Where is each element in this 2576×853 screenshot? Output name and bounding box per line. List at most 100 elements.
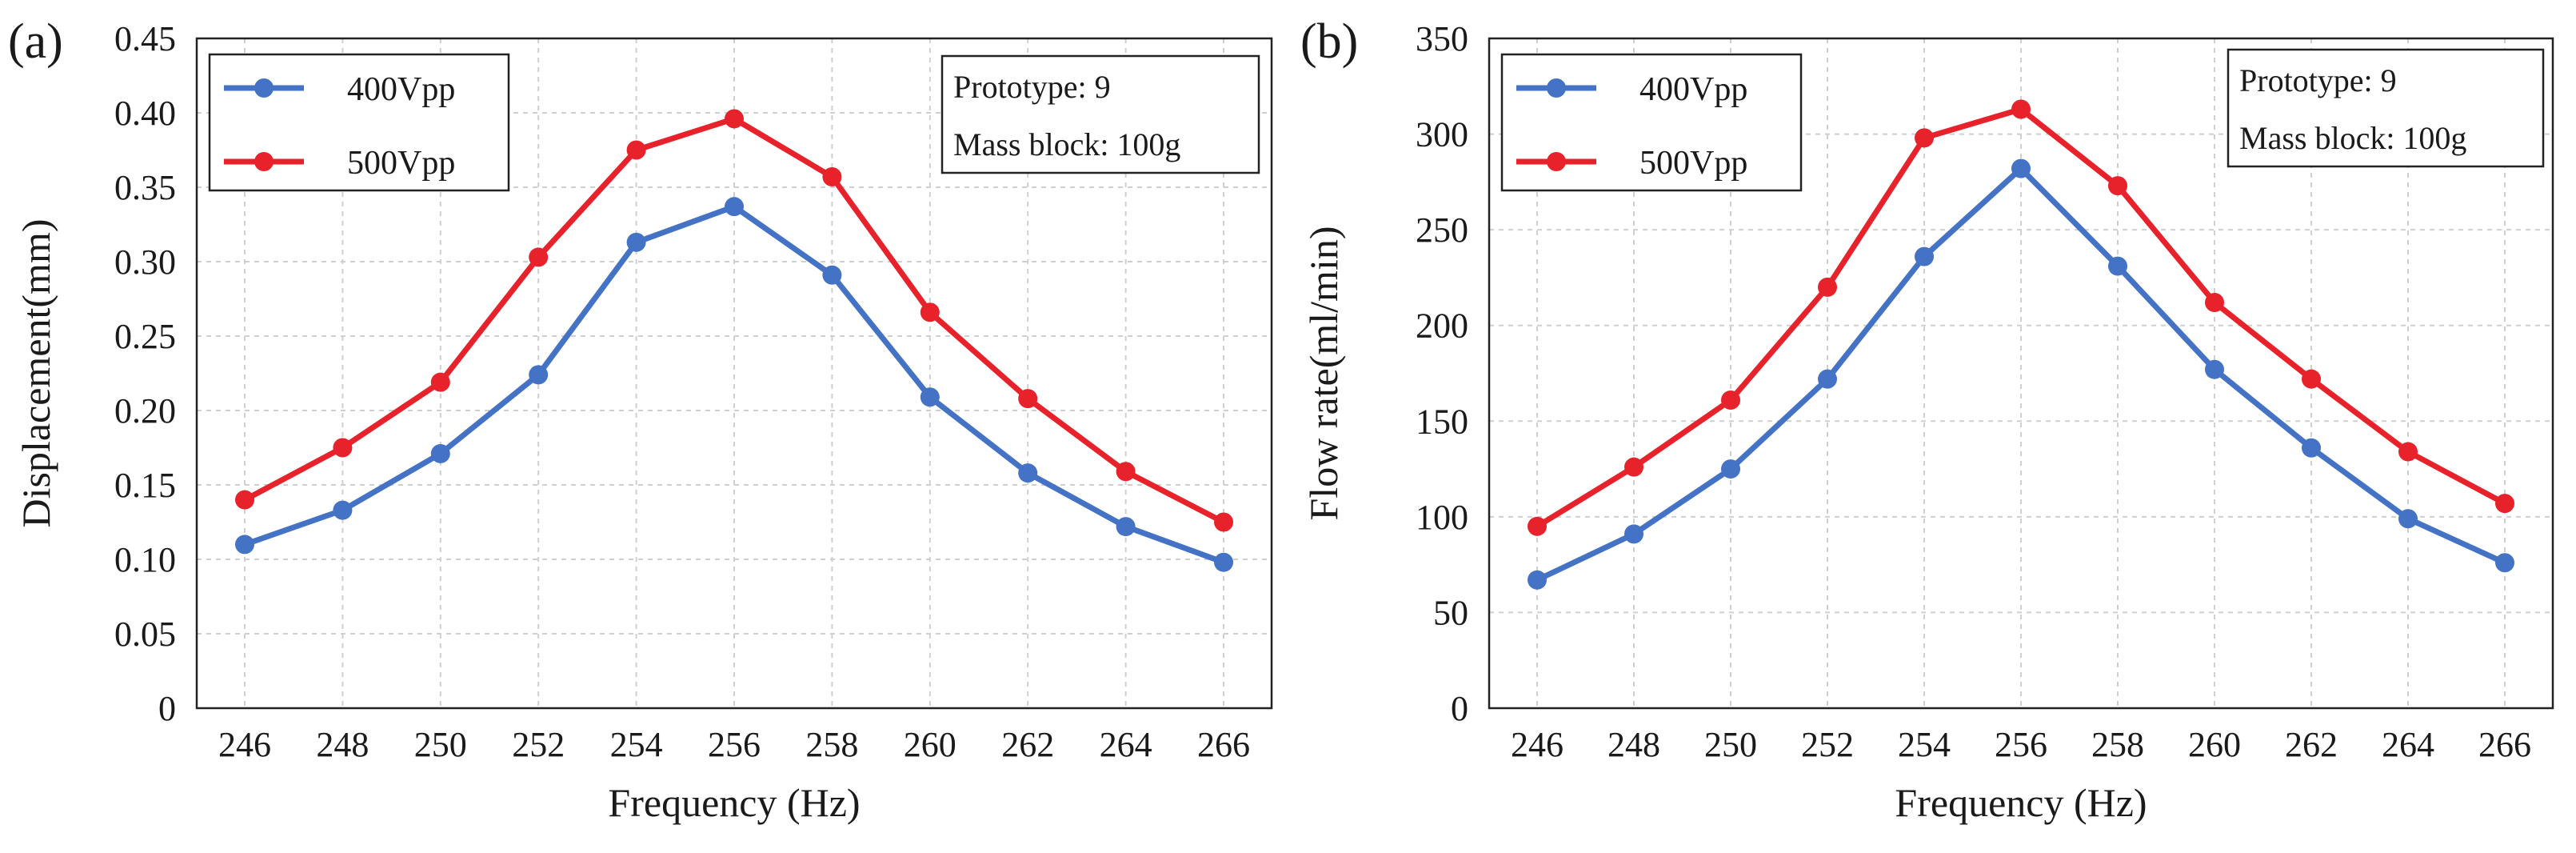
data-point xyxy=(2011,99,2031,119)
x-axis-title: Frequency (Hz) xyxy=(1895,780,2147,825)
legend-swatch-marker xyxy=(1547,152,1566,171)
y-tick-label: 0.25 xyxy=(114,317,176,356)
x-tick-label: 260 xyxy=(904,725,957,764)
y-tick-label: 250 xyxy=(1416,210,1468,250)
data-point xyxy=(1624,524,1643,544)
y-tick-label: 0.35 xyxy=(114,168,176,207)
data-point xyxy=(2205,293,2224,313)
x-tick-label: 266 xyxy=(1197,725,1250,764)
x-tick-label: 258 xyxy=(2091,725,2144,764)
series-400Vpp xyxy=(1528,158,2514,590)
panel-label: (a) xyxy=(8,14,63,69)
y-tick-label: 100 xyxy=(1416,498,1468,537)
data-point xyxy=(2398,509,2418,529)
data-point xyxy=(2108,256,2127,276)
data-point xyxy=(333,500,353,520)
data-point xyxy=(626,232,646,252)
data-point xyxy=(1528,570,1547,590)
x-tick-label: 262 xyxy=(2285,725,2338,764)
plot-frame xyxy=(1488,37,2554,710)
x-tick-label: 250 xyxy=(1704,725,1757,764)
data-point xyxy=(1214,552,1233,572)
data-point xyxy=(1018,463,1038,483)
info-box-line: Mass block: 100g xyxy=(953,126,1180,162)
data-point xyxy=(2108,176,2127,196)
data-point xyxy=(1721,459,1740,479)
panel-b: (b) 0 50 100 150 200 250 300 350 246 248 250 252 254 2… xyxy=(1300,14,2554,825)
data-point xyxy=(1818,369,1837,389)
gridlines xyxy=(1489,38,2553,708)
x-tick-label: 262 xyxy=(1001,725,1054,764)
data-point xyxy=(430,372,450,392)
x-tick-label: 250 xyxy=(414,725,467,764)
y-tick-label: 0.20 xyxy=(114,391,176,431)
data-point xyxy=(1818,277,1837,297)
x-tick-label: 254 xyxy=(610,725,663,764)
y-tick-label: 0.40 xyxy=(114,94,176,133)
y-tick-label: 0.15 xyxy=(114,466,176,505)
data-point xyxy=(1214,512,1233,532)
data-point xyxy=(529,365,549,385)
data-point xyxy=(725,197,744,217)
y-tick-label: 50 xyxy=(1433,593,1468,632)
x-tick-label: 258 xyxy=(805,725,858,764)
x-tick-label: 252 xyxy=(512,725,565,764)
data-point xyxy=(1721,390,1740,410)
y-tick-label: 0.05 xyxy=(114,615,176,654)
data-point xyxy=(2011,158,2031,178)
data-point xyxy=(1018,389,1038,409)
y-tick-label: 0.10 xyxy=(114,540,176,579)
x-tick-label: 264 xyxy=(2382,725,2434,764)
data-point xyxy=(235,535,254,555)
y-tick-label: 150 xyxy=(1416,402,1468,441)
info-box: Prototype: 9 Mass block: 100g xyxy=(941,54,1260,174)
data-point xyxy=(333,438,353,458)
data-point xyxy=(529,247,549,267)
data-point xyxy=(725,109,744,129)
legend-label: 400Vpp xyxy=(347,71,455,108)
data-point xyxy=(235,490,254,510)
legend: 400Vpp 500Vpp xyxy=(1500,53,1803,192)
y-axis-title: Displacement(mm) xyxy=(14,219,58,528)
x-tick-label: 256 xyxy=(1995,725,2047,764)
panel-label: (b) xyxy=(1300,14,1358,69)
info-box-line: Prototype: 9 xyxy=(953,69,1111,105)
data-point xyxy=(822,265,842,285)
info-box-line: Mass block: 100g xyxy=(2239,120,2466,156)
data-point xyxy=(1528,516,1547,536)
data-point xyxy=(626,140,646,160)
y-tick-label: 0.45 xyxy=(114,19,176,58)
data-point xyxy=(920,387,940,407)
x-tick-label: 248 xyxy=(316,725,369,764)
panel-a: (a) 0 0.05 0.10 0.15 0.20 0.25 0.30 0.35 0.40 0.45… xyxy=(8,14,1273,825)
y-tick-label: 200 xyxy=(1416,306,1468,346)
x-tick-label: 256 xyxy=(708,725,761,764)
y-tick-label: 0.30 xyxy=(114,242,176,282)
data-point xyxy=(1624,457,1643,477)
data-point xyxy=(822,166,842,186)
y-tick-label: 0 xyxy=(158,689,176,728)
plot-frame xyxy=(195,37,1273,710)
data-point xyxy=(430,443,450,463)
series-400Vpp xyxy=(235,197,1233,572)
series-500Vpp xyxy=(235,109,1233,532)
x-tick-label: 254 xyxy=(1898,725,1951,764)
x-tick-label: 260 xyxy=(2188,725,2241,764)
x-tick-label: 248 xyxy=(1608,725,1660,764)
data-point xyxy=(1915,128,1934,148)
x-tick-label: 252 xyxy=(1801,725,1854,764)
data-point xyxy=(920,302,940,322)
legend-label: 400Vpp xyxy=(1639,71,1747,108)
y-axis-title: Flow rate(ml/min) xyxy=(1301,226,1346,521)
legend: 400Vpp 500Vpp xyxy=(208,53,510,192)
data-point xyxy=(1915,246,1934,266)
legend-label: 500Vpp xyxy=(347,145,455,182)
y-tick-label: 350 xyxy=(1416,19,1468,58)
x-tick-label: 246 xyxy=(1511,725,1564,764)
data-point xyxy=(2302,369,2321,389)
legend-swatch-marker xyxy=(1547,78,1566,98)
info-box-line: Prototype: 9 xyxy=(2239,62,2397,98)
x-axis-title: Frequency (Hz) xyxy=(608,780,860,825)
